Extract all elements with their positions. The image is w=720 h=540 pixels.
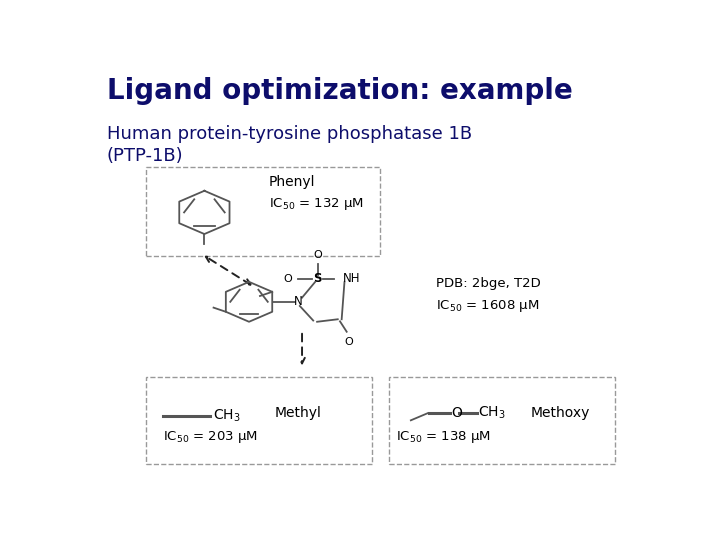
Text: CH$_3$: CH$_3$ xyxy=(213,408,240,424)
Text: S: S xyxy=(313,273,322,286)
Text: Ligand optimization: example: Ligand optimization: example xyxy=(107,77,572,105)
Text: IC$_{50}$ = 138 μM: IC$_{50}$ = 138 μM xyxy=(396,429,491,445)
Text: O: O xyxy=(284,274,292,284)
Text: Methyl: Methyl xyxy=(274,406,321,420)
Bar xyxy=(389,377,615,464)
Text: O: O xyxy=(451,406,462,420)
Text: IC$_{50}$ = 203 μM: IC$_{50}$ = 203 μM xyxy=(163,429,258,445)
Text: O: O xyxy=(313,250,322,260)
Text: O: O xyxy=(344,337,353,347)
Text: PDB: 2bge, T2D: PDB: 2bge, T2D xyxy=(436,277,541,290)
Bar xyxy=(145,167,380,256)
Bar xyxy=(145,377,372,464)
Text: IC$_{50}$ = 132 μM: IC$_{50}$ = 132 μM xyxy=(269,196,364,212)
Text: N: N xyxy=(294,295,302,308)
Text: Phenyl: Phenyl xyxy=(269,175,315,189)
Text: Methoxy: Methoxy xyxy=(531,406,590,420)
Text: Human protein-tyrosine phosphatase 1B
(PTP-1B): Human protein-tyrosine phosphatase 1B (P… xyxy=(107,125,472,165)
Text: NH: NH xyxy=(343,273,360,286)
Text: IC$_{50}$ = 1608 μM: IC$_{50}$ = 1608 μM xyxy=(436,298,539,314)
Text: CH$_3$: CH$_3$ xyxy=(478,404,506,421)
